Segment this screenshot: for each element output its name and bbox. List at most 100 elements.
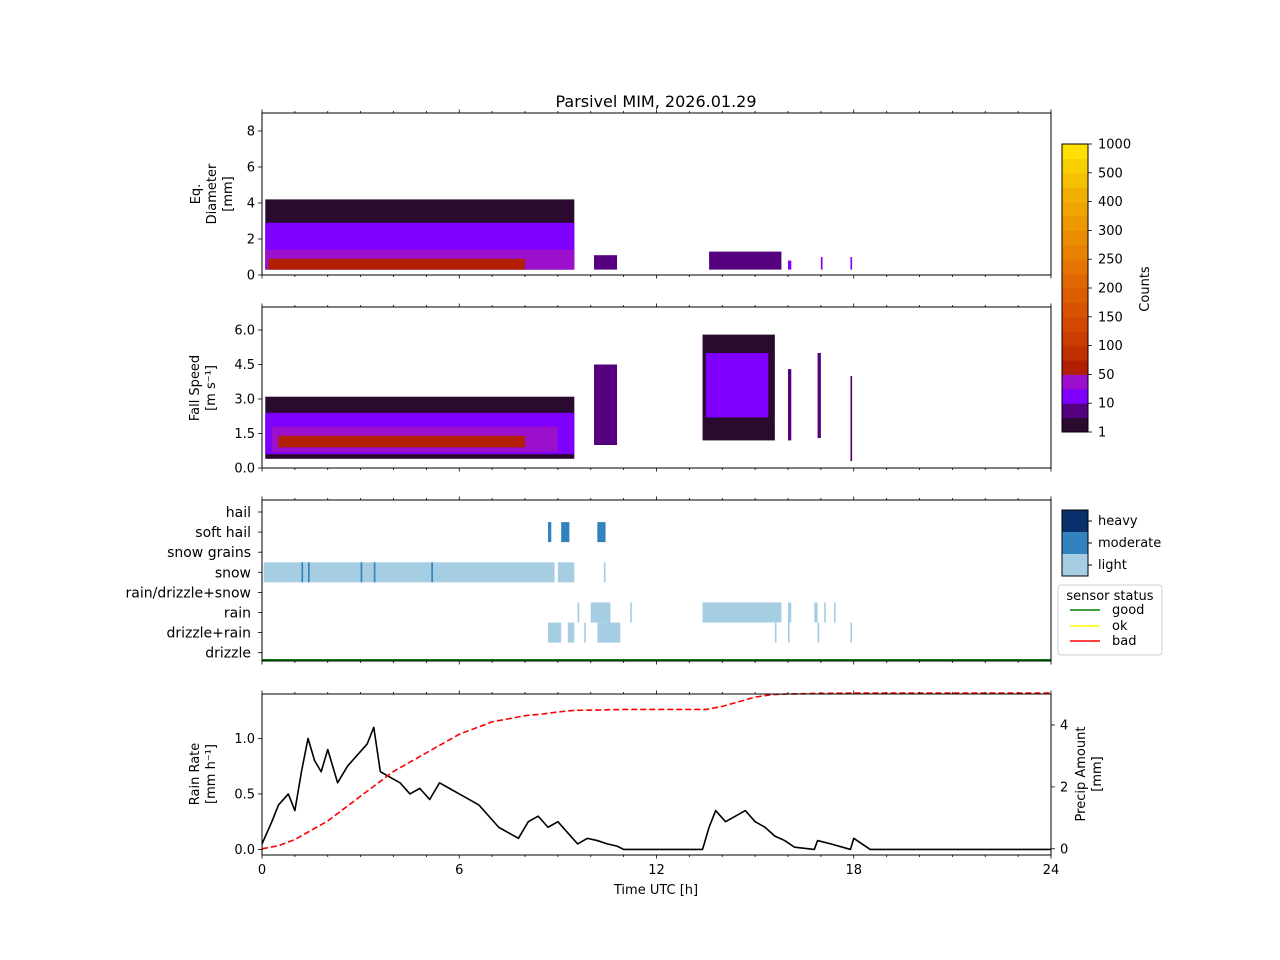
diameter-ylabel: Eq. Diameter [mm] [189, 163, 236, 224]
fallspeed-ylabel-line-1: Fall Speed [188, 355, 203, 421]
rainrate-ytick-label-2: 1.0 [234, 732, 255, 747]
colorbar-segment-9 [1062, 288, 1088, 303]
colorbar-segment-15 [1062, 201, 1088, 217]
diameter-block-5 [709, 251, 782, 270]
fallspeed-block-9 [850, 376, 853, 462]
intensity-legend: heavy moderate light [1061, 509, 1161, 577]
precip-type-label-2: snow grains [167, 545, 251, 561]
fallspeed-heatmap [265, 334, 853, 462]
precip-type-segment-21 [584, 622, 586, 643]
precip-type-segment-17 [824, 602, 826, 623]
precip-type-segment-3 [301, 562, 304, 583]
diameter-ylabel-line-2: Diameter [205, 163, 220, 224]
precip-type-segment-6 [373, 562, 376, 583]
precip-type-segment-14 [702, 602, 782, 623]
precip-amount-ylabel: Precip Amount [mm] [1074, 727, 1105, 822]
colorbar-segment-1 [1062, 403, 1088, 419]
precip-type-segment-20 [567, 622, 575, 643]
rainrate-ylabel-line-2: [mm h⁻¹] [204, 744, 219, 804]
diameter-ylabel-line-3: [mm] [221, 176, 236, 211]
precip-type-segment-10 [597, 522, 606, 543]
fallspeed-axis-ticks: 0.0 1.5 3.0 4.5 6.0 [234, 303, 1052, 477]
precip-amount-ytick-label-1: 2 [1060, 780, 1068, 795]
rainrate-ylabel: Rain Rate [mm h⁻¹] [188, 743, 219, 806]
colorbar-segment-19 [1062, 144, 1088, 159]
precip-type-segment-7 [431, 562, 433, 583]
colorbar-segment-17 [1062, 172, 1088, 188]
counts-colorbar: 1 10 50 100 150 200 250 300 400 500 1000 [1061, 138, 1131, 441]
precip-type-segment-25 [817, 622, 820, 643]
colorbar-segment-4 [1062, 360, 1088, 375]
sensor-status-legend: sensor status good ok bad [1057, 584, 1163, 656]
diameter-block-6 [788, 260, 792, 270]
chart-title: Parsivel MIM, 2026.01.29 [555, 92, 756, 111]
fallspeed-ytick-label-4: 6.0 [234, 324, 255, 339]
colorbar-segment-6 [1062, 331, 1088, 347]
precip-amount-line [261, 692, 1051, 850]
legend-swatch-moderate [1062, 532, 1088, 554]
colorbar-tick-label-5: 200 [1098, 282, 1123, 297]
precip-type-segment-18 [834, 602, 836, 623]
rainrate-ytick-label-1: 0.5 [234, 787, 255, 802]
precip-type-label-5: rain [224, 606, 251, 622]
rainrate-plot [261, 692, 1051, 851]
precip-type-timeline [262, 522, 1051, 661]
fallspeed-ylabel: Fall Speed [m s⁻¹] [188, 355, 219, 421]
rainrate-ylabel-line-1: Rain Rate [188, 743, 203, 806]
legend-label-heavy: heavy [1098, 514, 1138, 529]
colorbar-segment-3 [1062, 374, 1088, 390]
colorbar-segment-14 [1062, 216, 1088, 231]
colorbar-tick-label-9: 500 [1098, 166, 1123, 181]
precip-type-axis-ticks: hail soft hail snow grains snow rain/drizzle… [126, 496, 1052, 665]
fallspeed-ytick-label-2: 3.0 [234, 393, 255, 408]
colorbar-segment-2 [1062, 388, 1088, 404]
diameter-block-7 [820, 257, 823, 270]
colorbar-segment-0 [1062, 417, 1088, 433]
fallspeed-block-3 [278, 435, 525, 448]
precip-type-segment-11 [577, 602, 580, 623]
colorbar-segment-5 [1062, 345, 1088, 361]
colorbar-tick-label-7: 300 [1098, 224, 1123, 239]
colorbar-tick-label-2: 50 [1098, 368, 1115, 383]
legend-label-moderate: moderate [1098, 536, 1161, 551]
colorbar-segment-7 [1062, 316, 1088, 332]
precip-type-segment-4 [308, 562, 310, 583]
colorbar-segment-12 [1062, 244, 1088, 260]
diameter-ytick-label-2: 4 [247, 197, 255, 212]
colorbar-tick-label-4: 150 [1098, 310, 1123, 325]
diameter-block-8 [850, 257, 853, 270]
x-tick-label-4: 24 [1043, 863, 1060, 878]
rainrate-axes-frame [261, 693, 1052, 856]
precip-type-label-1: soft hail [195, 525, 251, 541]
colorbar-segment-13 [1062, 230, 1088, 246]
legend-swatch-light [1062, 554, 1088, 576]
precip-type-segment-2 [603, 562, 606, 583]
status-label-bad: bad [1112, 634, 1136, 649]
precip-type-label-4: rain/drizzle+snow [126, 585, 251, 601]
precip-type-segment-16 [814, 602, 818, 623]
precip-amount-ylabel-line-1: Precip Amount [1074, 727, 1089, 822]
diameter-ylabel-line-1: Eq. [189, 184, 204, 205]
diameter-block-4 [594, 255, 618, 270]
diameter-axis-ticks: 0 2 4 6 8 [247, 109, 1052, 284]
rainrate-ytick-label-0: 0.0 [234, 843, 255, 858]
colorbar-tick-label-10: 1000 [1098, 138, 1131, 153]
colorbar-tick-label-0: 1 [1098, 426, 1106, 441]
legend-label-light: light [1098, 558, 1127, 573]
fallspeed-ytick-label-3: 4.5 [234, 358, 255, 373]
diameter-heatmap [265, 199, 853, 270]
precip-type-segment-8 [548, 522, 552, 543]
precip-type-label-6: drizzle+rain [166, 626, 251, 642]
precip-type-segment-24 [788, 622, 790, 643]
precip-type-segment-5 [360, 562, 363, 583]
fallspeed-block-8 [817, 353, 821, 439]
x-tick-label-2: 12 [648, 863, 665, 878]
precip-amount-ytick-label-2: 4 [1060, 718, 1068, 733]
precip-type-segment-23 [774, 622, 777, 643]
fallspeed-ylabel-line-2: [m s⁻¹] [204, 365, 219, 411]
precip-type-segment-9 [561, 522, 570, 543]
colorbar-segment-8 [1062, 302, 1088, 318]
fallspeed-ytick-label-1: 1.5 [234, 427, 255, 442]
precip-type-segment-15 [788, 602, 792, 623]
